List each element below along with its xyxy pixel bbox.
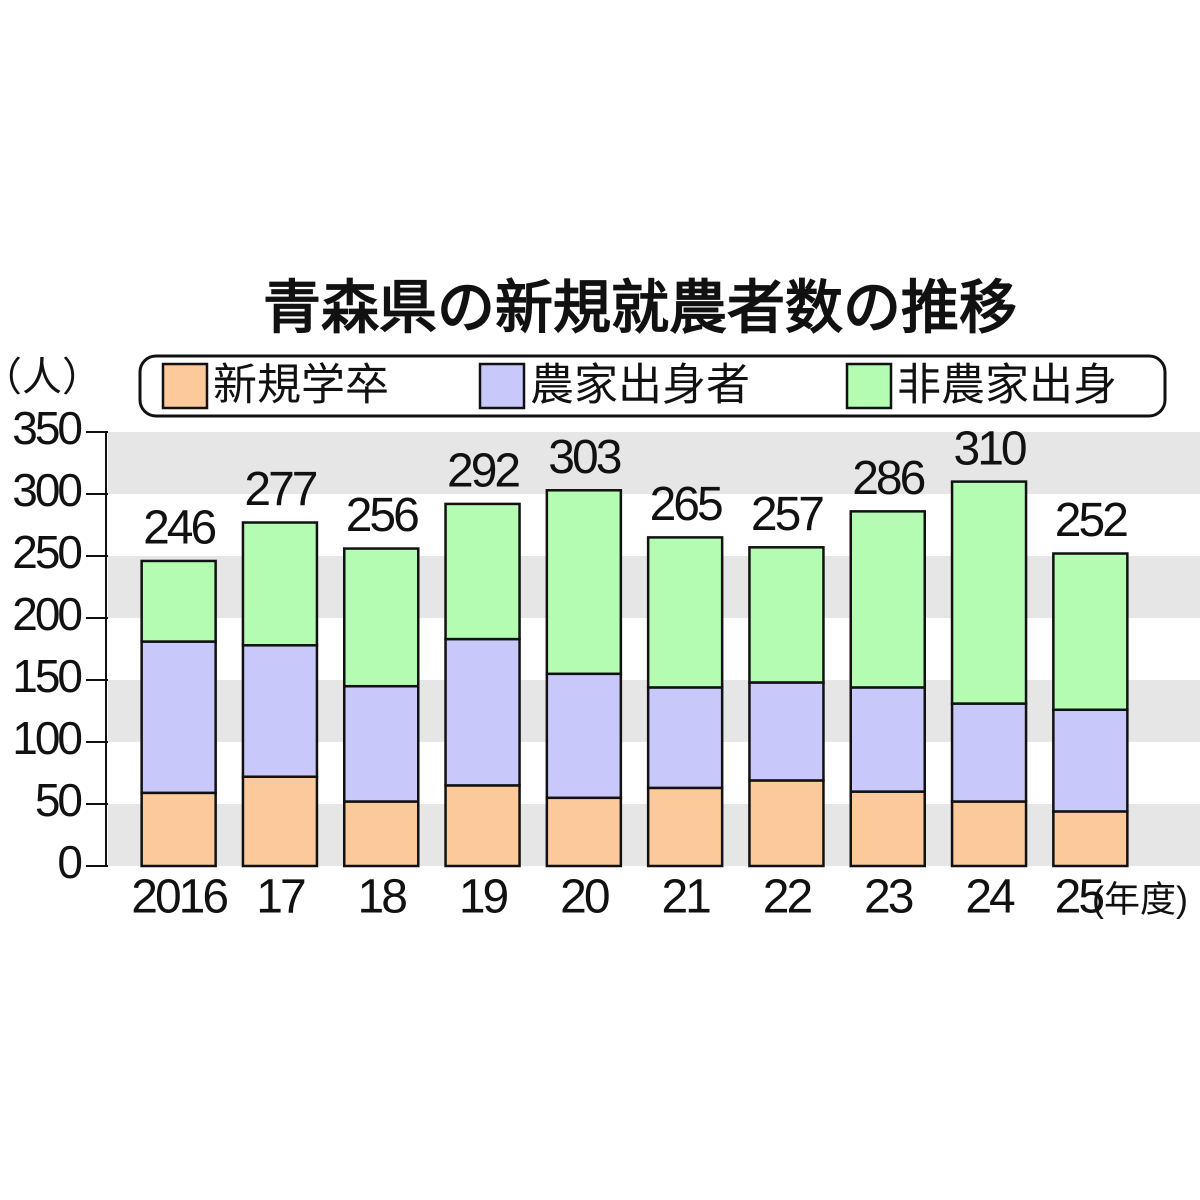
bar-segment	[748, 546, 825, 684]
bar-segment	[140, 791, 217, 868]
bar-segment	[343, 547, 420, 688]
bar-segment	[849, 686, 926, 793]
bar-segment	[241, 521, 319, 647]
legend-swatch	[478, 362, 526, 410]
x-tick-label: 20	[560, 871, 609, 924]
chart-title: 青森県の新規就農者数の推移	[263, 275, 1017, 340]
bar-segment	[444, 502, 521, 641]
bar-segment	[444, 637, 521, 787]
bar-segment	[1052, 708, 1129, 813]
y-tick-label: 0	[57, 836, 81, 888]
y-tick-label: 350	[12, 402, 81, 454]
total-label: 277	[244, 463, 316, 516]
bar-segment	[1052, 810, 1129, 868]
bar-segment	[1052, 552, 1129, 712]
y-tick-label: 50	[35, 774, 82, 826]
x-tick-label: 17	[256, 871, 305, 924]
bar-segment	[849, 790, 926, 868]
bar-segment	[140, 559, 217, 643]
y-tick-label: 150	[12, 650, 81, 702]
y-axis-label: （人）	[0, 356, 102, 400]
x-tick-label: 25	[1055, 871, 1104, 924]
bar-segment	[343, 800, 420, 868]
y-tick-label: 100	[12, 712, 81, 764]
bar-segment	[545, 796, 623, 868]
bar-segment	[241, 644, 319, 778]
bar-segment	[748, 779, 825, 868]
x-tick-label: 21	[661, 871, 710, 924]
total-label: 257	[751, 488, 823, 541]
bar-segment	[343, 684, 420, 803]
x-tick-label: 2016	[131, 871, 227, 924]
legend-swatch	[161, 362, 209, 410]
legend-swatch	[845, 362, 893, 410]
x-tick-label: 18	[358, 871, 407, 924]
x-axis-label: (年度)	[1092, 879, 1188, 920]
legend-label: 農家出身者	[530, 361, 750, 410]
total-label: 265	[650, 478, 722, 531]
x-tick-label: 22	[763, 871, 812, 924]
total-label: 310	[954, 422, 1026, 475]
bar-segment	[748, 681, 825, 782]
total-label: 292	[447, 445, 519, 498]
x-tick-label: 23	[864, 871, 913, 924]
total-label: 303	[548, 431, 620, 484]
bar-segment	[950, 800, 1028, 868]
x-tick-label: 24	[965, 871, 1015, 924]
total-label: 256	[346, 489, 418, 542]
bar-segment	[849, 510, 926, 689]
legend-box	[138, 354, 1167, 418]
x-tick-label: 19	[459, 871, 508, 924]
total-label: 286	[852, 452, 924, 505]
bar-segment	[950, 480, 1028, 705]
y-tick-label: 300	[12, 464, 81, 516]
y-tick-label: 200	[12, 588, 81, 640]
legend-label: 新規学卒	[213, 361, 389, 410]
legend-label: 非農家出身	[897, 361, 1117, 410]
total-label: 246	[143, 502, 215, 555]
bar-segment	[950, 702, 1028, 803]
bar-segment	[646, 686, 724, 790]
bar-segment	[545, 489, 623, 676]
bar-segment	[646, 536, 724, 689]
bar-segment	[545, 672, 623, 800]
total-label: 252	[1055, 494, 1127, 547]
bar-segment	[646, 786, 724, 868]
bar-segment	[241, 775, 319, 868]
bar-segment	[444, 784, 521, 868]
y-tick-label: 250	[12, 526, 81, 578]
bar-segment	[140, 640, 217, 795]
